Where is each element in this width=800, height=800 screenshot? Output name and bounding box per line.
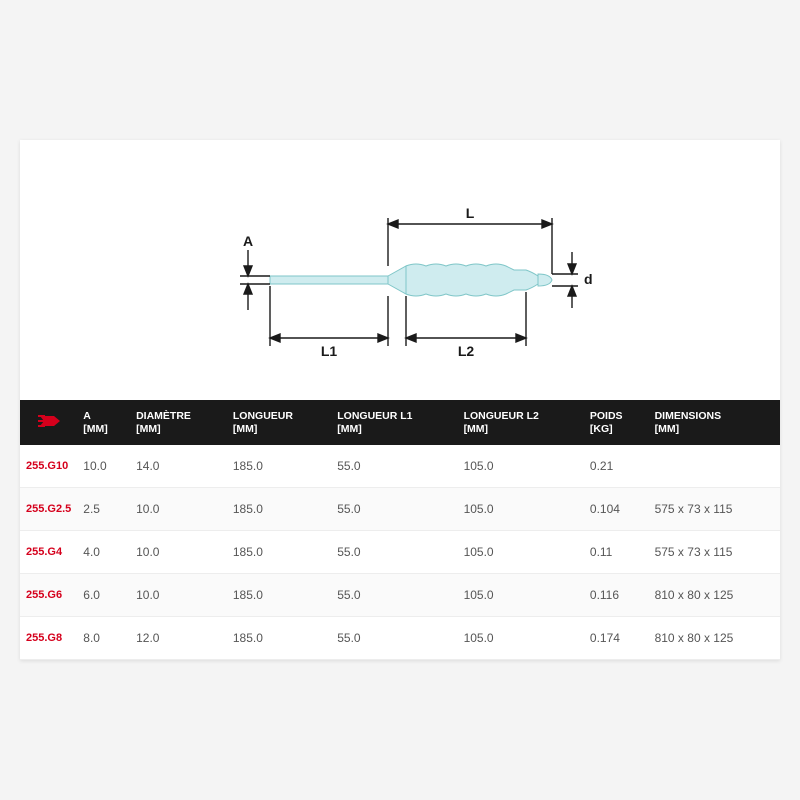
cell-l2: 105.0 — [458, 574, 584, 617]
col-a-unit: [MM] — [83, 423, 124, 436]
label-L1: L1 — [321, 343, 338, 359]
col-l2-title: LONGUEUR L2 — [464, 410, 539, 422]
label-A: A — [243, 233, 253, 249]
spec-card: L A d — [20, 140, 780, 660]
brand-icon — [38, 414, 60, 428]
cell-a: 6.0 — [77, 574, 130, 617]
cell-ref: 255.G8 — [20, 617, 77, 660]
col-l1-title: LONGUEUR L1 — [337, 410, 412, 422]
col-dimensions-unit: [MM] — [655, 423, 774, 436]
cell-dia: 12.0 — [130, 617, 227, 660]
cell-dia: 10.0 — [130, 574, 227, 617]
cell-l1: 55.0 — [331, 445, 457, 488]
cell-len: 185.0 — [227, 574, 331, 617]
col-l2-unit: [MM] — [464, 423, 578, 436]
col-a: A [MM] — [77, 400, 130, 445]
col-poids: POIDS [KG] — [584, 400, 649, 445]
col-dimensions: DIMENSIONS [MM] — [649, 400, 780, 445]
spec-table: A [MM] DIAMÈTRE [MM] LONGUEUR [MM] LONGU… — [20, 400, 780, 660]
col-longueur: LONGUEUR [MM] — [227, 400, 331, 445]
cell-len: 185.0 — [227, 445, 331, 488]
spec-table-header: A [MM] DIAMÈTRE [MM] LONGUEUR [MM] LONGU… — [20, 400, 780, 445]
cell-dia: 10.0 — [130, 488, 227, 531]
col-diametre-title: DIAMÈTRE — [136, 410, 191, 422]
cell-dia: 10.0 — [130, 531, 227, 574]
col-poids-unit: [KG] — [590, 423, 643, 436]
cell-poids: 0.104 — [584, 488, 649, 531]
cell-a: 8.0 — [77, 617, 130, 660]
col-diametre-unit: [MM] — [136, 423, 221, 436]
cell-len: 185.0 — [227, 488, 331, 531]
cell-l1: 55.0 — [331, 531, 457, 574]
cell-dims: 575 x 73 x 115 — [649, 531, 780, 574]
cell-l1: 55.0 — [331, 617, 457, 660]
col-diametre: DIAMÈTRE [MM] — [130, 400, 227, 445]
label-L: L — [466, 205, 475, 221]
cell-dims: 810 x 80 x 125 — [649, 574, 780, 617]
cell-ref: 255.G6 — [20, 574, 77, 617]
cell-a: 4.0 — [77, 531, 130, 574]
cell-dims: 575 x 73 x 115 — [649, 488, 780, 531]
cell-dims: 810 x 80 x 125 — [649, 617, 780, 660]
cell-l2: 105.0 — [458, 531, 584, 574]
cell-l1: 55.0 — [331, 574, 457, 617]
cell-poids: 0.21 — [584, 445, 649, 488]
cell-poids: 0.116 — [584, 574, 649, 617]
col-dimensions-title: DIMENSIONS — [655, 410, 722, 422]
cell-ref: 255.G10 — [20, 445, 77, 488]
table-row: 255.G4 4.0 10.0 185.0 55.0 105.0 0.11 57… — [20, 531, 780, 574]
label-d: d — [584, 271, 593, 287]
cell-poids: 0.11 — [584, 531, 649, 574]
cell-a: 2.5 — [77, 488, 130, 531]
diagram-svg: L A d — [180, 180, 620, 380]
cell-ref: 255.G4 — [20, 531, 77, 574]
brand-icon-cell — [20, 400, 77, 445]
col-longueur-title: LONGUEUR — [233, 410, 293, 422]
col-poids-title: POIDS — [590, 410, 623, 422]
cell-l2: 105.0 — [458, 445, 584, 488]
cell-dims — [649, 445, 780, 488]
technical-diagram: L A d — [20, 140, 780, 400]
cell-len: 185.0 — [227, 617, 331, 660]
table-row: 255.G6 6.0 10.0 185.0 55.0 105.0 0.116 8… — [20, 574, 780, 617]
table-row: 255.G8 8.0 12.0 185.0 55.0 105.0 0.174 8… — [20, 617, 780, 660]
cell-l2: 105.0 — [458, 617, 584, 660]
cell-l2: 105.0 — [458, 488, 584, 531]
col-l1-unit: [MM] — [337, 423, 451, 436]
spec-table-body: 255.G10 10.0 14.0 185.0 55.0 105.0 0.21 … — [20, 445, 780, 660]
col-a-title: A — [83, 410, 91, 422]
cell-len: 185.0 — [227, 531, 331, 574]
col-l2: LONGUEUR L2 [MM] — [458, 400, 584, 445]
cell-l1: 55.0 — [331, 488, 457, 531]
col-longueur-unit: [MM] — [233, 423, 325, 436]
label-L2: L2 — [458, 343, 475, 359]
col-l1: LONGUEUR L1 [MM] — [331, 400, 457, 445]
table-row: 255.G10 10.0 14.0 185.0 55.0 105.0 0.21 — [20, 445, 780, 488]
cell-a: 10.0 — [77, 445, 130, 488]
table-row: 255.G2.5 2.5 10.0 185.0 55.0 105.0 0.104… — [20, 488, 780, 531]
cell-poids: 0.174 — [584, 617, 649, 660]
cell-dia: 14.0 — [130, 445, 227, 488]
cell-ref: 255.G2.5 — [20, 488, 77, 531]
